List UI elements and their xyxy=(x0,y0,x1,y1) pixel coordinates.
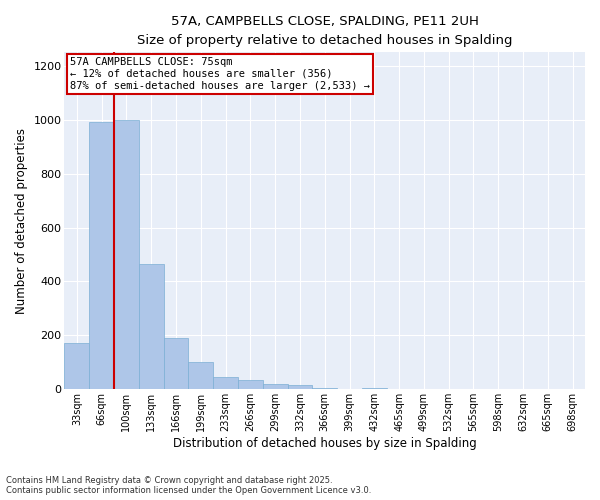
Bar xyxy=(164,338,188,390)
Bar xyxy=(213,377,238,390)
Bar xyxy=(89,122,114,390)
Bar xyxy=(263,384,287,390)
Bar xyxy=(139,264,164,390)
Bar xyxy=(114,120,139,390)
Bar xyxy=(362,388,386,390)
Bar xyxy=(238,380,263,390)
Title: 57A, CAMPBELLS CLOSE, SPALDING, PE11 2UH
Size of property relative to detached h: 57A, CAMPBELLS CLOSE, SPALDING, PE11 2UH… xyxy=(137,15,512,47)
Bar xyxy=(188,362,213,390)
Text: 57A CAMPBELLS CLOSE: 75sqm
← 12% of detached houses are smaller (356)
87% of sem: 57A CAMPBELLS CLOSE: 75sqm ← 12% of deta… xyxy=(70,58,370,90)
Bar xyxy=(287,385,313,390)
Y-axis label: Number of detached properties: Number of detached properties xyxy=(15,128,28,314)
X-axis label: Distribution of detached houses by size in Spalding: Distribution of detached houses by size … xyxy=(173,437,476,450)
Bar xyxy=(64,344,89,390)
Text: Contains HM Land Registry data © Crown copyright and database right 2025.
Contai: Contains HM Land Registry data © Crown c… xyxy=(6,476,371,495)
Bar xyxy=(313,388,337,390)
